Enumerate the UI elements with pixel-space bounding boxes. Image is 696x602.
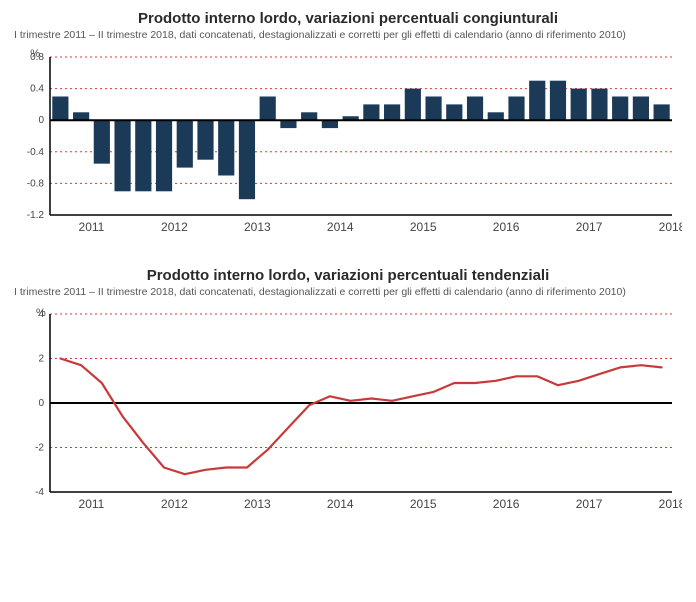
svg-text:2011: 2011 [79, 220, 105, 234]
svg-text:-1.2: -1.2 [27, 210, 45, 221]
svg-text:2012: 2012 [161, 497, 188, 511]
chart1-svg: -1.2-0.8-0.400.40.8%20112012201320142015… [14, 49, 682, 239]
gdp-yoy-chart: Prodotto interno lordo, variazioni perce… [14, 267, 682, 516]
svg-text:0.4: 0.4 [30, 84, 44, 95]
svg-text:2016: 2016 [493, 497, 520, 511]
svg-text:2012: 2012 [161, 220, 188, 234]
chart2-svg: -4-2024%20112012201320142015201620172018 [14, 306, 682, 516]
svg-text:2015: 2015 [410, 220, 437, 234]
svg-text:0: 0 [38, 398, 44, 409]
svg-text:-2: -2 [35, 443, 44, 454]
svg-text:0: 0 [38, 115, 44, 126]
chart2-subtitle: I trimestre 2011 – II trimestre 2018, da… [14, 286, 682, 298]
svg-text:2017: 2017 [576, 220, 603, 234]
svg-text:%: % [30, 49, 40, 60]
svg-text:2011: 2011 [79, 497, 105, 511]
gdp-qoq-chart: Prodotto interno lordo, variazioni perce… [14, 10, 682, 239]
chart2-frame: -4-2024%20112012201320142015201620172018 [14, 306, 682, 516]
chart1-frame: -1.2-0.8-0.400.40.8%20112012201320142015… [14, 49, 682, 239]
svg-text:2018: 2018 [659, 497, 682, 511]
svg-text:2014: 2014 [327, 220, 354, 234]
svg-text:2014: 2014 [327, 497, 354, 511]
chart1-subtitle: I trimestre 2011 – II trimestre 2018, da… [14, 29, 682, 41]
svg-text:2: 2 [38, 354, 44, 365]
svg-text:2017: 2017 [576, 497, 603, 511]
svg-text:2015: 2015 [410, 497, 437, 511]
svg-text:-4: -4 [35, 487, 44, 498]
svg-text:-0.8: -0.8 [27, 178, 45, 189]
chart2-title: Prodotto interno lordo, variazioni perce… [14, 267, 682, 284]
svg-text:2016: 2016 [493, 220, 520, 234]
svg-text:2013: 2013 [244, 220, 271, 234]
svg-text:2018: 2018 [659, 220, 682, 234]
svg-text:-0.4: -0.4 [27, 147, 45, 158]
svg-text:%: % [36, 307, 46, 319]
chart1-title: Prodotto interno lordo, variazioni perce… [14, 10, 682, 27]
svg-text:2013: 2013 [244, 497, 271, 511]
